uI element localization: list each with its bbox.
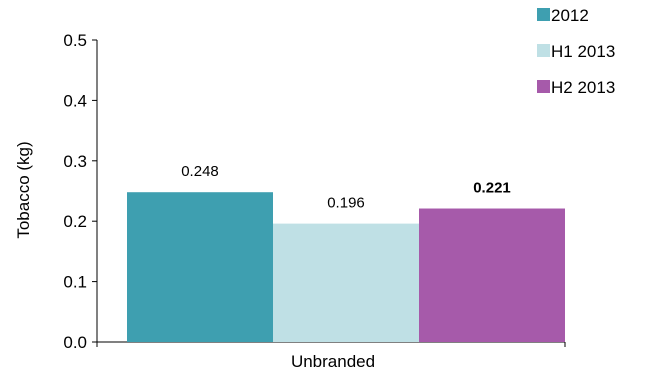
y-tick-label: 0.0 — [63, 333, 87, 352]
legend: 2012 H1 2013 H2 2013 — [537, 6, 615, 97]
legend-swatch — [537, 80, 550, 93]
bar — [419, 208, 565, 342]
y-tick-label: 0.5 — [63, 31, 87, 50]
legend-label: H2 2013 — [551, 78, 615, 97]
legend-label: H1 2013 — [551, 42, 615, 61]
bar — [273, 223, 419, 342]
data-labels: 0.248 0.196 0.221 — [181, 163, 511, 211]
bar-value-label: 0.248 — [181, 163, 219, 180]
bars — [127, 192, 565, 342]
y-tick-label: 0.1 — [63, 273, 87, 292]
legend-swatch — [537, 44, 550, 57]
y-tick-label: 0.3 — [63, 152, 87, 171]
bar — [127, 192, 273, 342]
y-axis-title: Tobacco (kg) — [14, 141, 33, 238]
y-tick-label: 0.2 — [63, 212, 87, 231]
legend-swatch — [537, 8, 550, 21]
y-axis: 0.0 0.1 0.2 0.3 0.4 0.5 — [63, 31, 98, 352]
bar-value-label: 0.221 — [473, 180, 511, 197]
legend-label: 2012 — [551, 6, 589, 25]
y-tick-label: 0.4 — [63, 91, 87, 110]
x-axis: Unbranded — [96, 341, 566, 371]
x-category-label: Unbranded — [291, 352, 375, 371]
bar-value-label: 0.196 — [327, 195, 365, 212]
